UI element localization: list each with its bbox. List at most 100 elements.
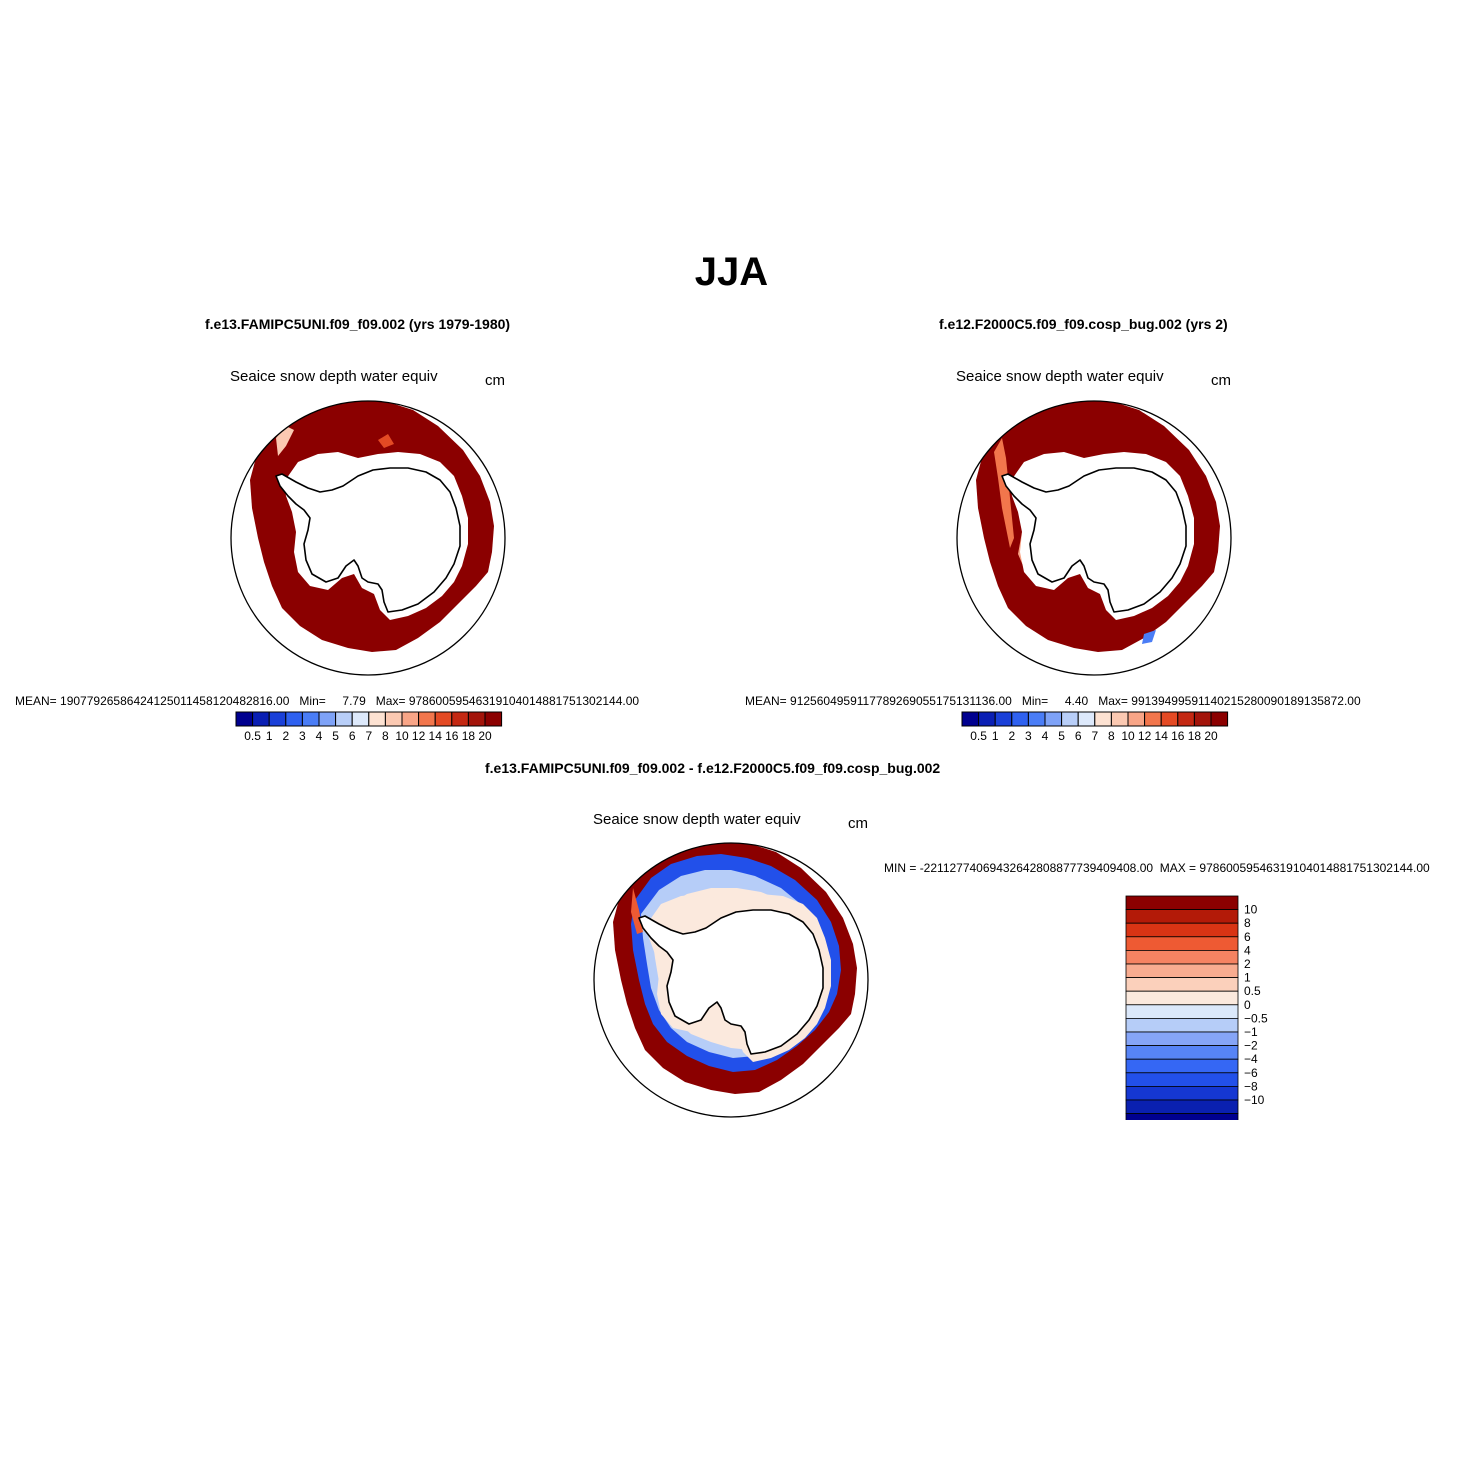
colorbar-label-4: 4 [316, 729, 323, 743]
diff-colorbar-label-6: 0.5 [1244, 984, 1261, 998]
colorbar-box-2 [994, 711, 1013, 727]
colorbar-box-4 [301, 711, 320, 727]
diff-colorbar-label-12: −6 [1244, 1066, 1258, 1080]
max-value: 97860059546319104014881751302144.00 [1199, 861, 1430, 875]
colorbar-label-10: 12 [1138, 729, 1152, 743]
map-content [957, 401, 1231, 675]
map-content [594, 843, 868, 1117]
variable-name-top-left: Seaice snow depth water equiv [230, 368, 438, 385]
sea-ice-anomaly-2 [1142, 630, 1156, 644]
colorbar-top-right: 0.5 1 2 3 4 5 6 7 8 10 12 14 16 18 20 [961, 711, 1229, 743]
map-boundary-circle [956, 400, 1232, 676]
colorbar-label-4: 4 [1042, 729, 1049, 743]
colorbar-label-14: 20 [478, 729, 492, 743]
colorbar-label-8: 8 [1108, 729, 1115, 743]
units-difference: cm [848, 815, 868, 832]
min-value: 7.79 [342, 694, 366, 708]
diff-colorbar-box-11 [1125, 1045, 1239, 1060]
colorbar-top-left: 0.5 1 2 3 4 5 6 7 8 10 12 14 16 18 20 [235, 711, 503, 743]
diff-colorbar-box-1 [1125, 909, 1239, 924]
diff-colorbar-box-10 [1125, 1031, 1239, 1047]
stats-top-right: MEAN= 9125604959117789269055175131136.00… [745, 694, 1361, 708]
diff-colorbar-box-12 [1125, 1058, 1239, 1074]
units-top-left: cm [485, 372, 505, 389]
colorbar-label-3: 3 [299, 729, 306, 743]
diff-colorbar-label-13: −8 [1244, 1079, 1258, 1093]
max-value: 97860059546319104014881751302144.00 [408, 694, 640, 708]
stats-difference: MIN = -22112774069432642808877739409408.… [884, 861, 1459, 875]
colorbar-box-2 [268, 711, 287, 727]
diff-colorbar-label-14: −10 [1244, 1093, 1265, 1107]
min-label: Min= [1021, 694, 1049, 708]
diff-colorbar-label-5: 1 [1244, 971, 1251, 985]
south-america-tip [232, 476, 241, 492]
min-label: MIN = [884, 861, 917, 875]
diff-colorbar-box-0 [1125, 895, 1239, 911]
diff-colorbar-label-8: −0.5 [1244, 1011, 1268, 1025]
diff-colorbar-label-7: 0 [1244, 998, 1251, 1012]
diff-colorbar-box-16 [1125, 1113, 1239, 1120]
colorbar-label-11: 14 [1155, 729, 1169, 743]
colorbar-label-13: 18 [462, 729, 476, 743]
case-title-top-left: f.e13.FAMIPC5UNI.f09_f09.002 (yrs 1979-1… [205, 316, 511, 332]
diff-colorbar-box-14 [1125, 1085, 1239, 1101]
diff-colorbar-label-9: −1 [1244, 1025, 1258, 1039]
diff-colorbar-box-4 [1125, 950, 1239, 965]
sea-ice-anomaly-0 [994, 438, 1014, 548]
colorbar-box-10 [401, 711, 420, 727]
colorbar-box-7 [1077, 711, 1096, 727]
sea-ice-anomaly-1 [378, 434, 394, 448]
antarctica-coastline [638, 909, 824, 1055]
diff-colorbar-box-13 [1125, 1072, 1239, 1087]
colorbar-box-9 [384, 711, 403, 727]
colorbar-box-8 [1094, 711, 1112, 727]
colorbar-box-11 [1144, 711, 1162, 727]
colorbar-box-14 [467, 711, 486, 727]
min-label: Min= [299, 694, 326, 708]
colorbar-label-1: 1 [266, 729, 273, 743]
variable-name-top-right: Seaice snow depth water equiv [956, 368, 1164, 385]
diff-colorbar-label-3: 4 [1244, 943, 1251, 957]
colorbar-label-10: 12 [412, 729, 426, 743]
map-content [231, 401, 505, 675]
max-label: Max= [375, 694, 406, 708]
colorbar-label-3: 3 [1025, 729, 1032, 743]
case-title-difference: f.e13.FAMIPC5UNI.f09_f09.002 - f.e12.F20… [485, 760, 941, 776]
colorbar-box-11 [418, 711, 436, 727]
mean-value: 19077926586424125011458120482816.00 [60, 694, 290, 708]
colorbar-label-0: 0.5 [244, 729, 261, 743]
diff-colorbar-box-5 [1125, 963, 1239, 979]
max-label: MAX = [1159, 861, 1197, 875]
colorbar-label-14: 20 [1204, 729, 1218, 743]
south-america-tip [958, 476, 967, 492]
colorbar-box-1 [252, 711, 270, 727]
colorbar-box-3 [285, 711, 303, 727]
colorbar-box-6 [1061, 711, 1079, 727]
min-value: -22112774069432642808877739409408.00 [919, 861, 1154, 875]
colorbar-label-5: 5 [332, 729, 339, 743]
polar-map-top-right [956, 400, 1232, 676]
antarctica-coastline [275, 467, 461, 613]
colorbar-box-13 [1177, 711, 1195, 727]
colorbar-label-11: 14 [429, 729, 443, 743]
diff-colorbar-box-15 [1125, 1099, 1239, 1115]
case-title-top-right: f.e12.F2000C5.f09_f09.cosp_bug.002 (yrs … [939, 316, 1228, 332]
colorbar-box-0 [235, 711, 254, 727]
diff-colorbar-box-8 [1125, 1004, 1239, 1019]
diff-colorbar-label-2: 6 [1244, 930, 1251, 944]
colorbar-box-8 [368, 711, 386, 727]
south-america-tip [595, 918, 604, 934]
diff-colorbar-box-6 [1125, 977, 1239, 992]
colorbar-label-6: 6 [349, 729, 356, 743]
diff-colorbar-box-2 [1125, 922, 1239, 938]
colorbar-box-5 [1044, 711, 1063, 727]
colorbar-box-12 [434, 711, 453, 727]
max-label: Max= [1098, 694, 1128, 708]
polar-map-top-left [230, 400, 506, 676]
colorbar-label-7: 7 [365, 729, 372, 743]
polar-map-difference [593, 842, 869, 1118]
diff-colorbar-box-7 [1125, 990, 1239, 1006]
mean-label: MEAN= [745, 694, 787, 708]
colorbar-label-9: 10 [1121, 729, 1135, 743]
variable-name-difference: Seaice snow depth water equiv [593, 811, 801, 828]
